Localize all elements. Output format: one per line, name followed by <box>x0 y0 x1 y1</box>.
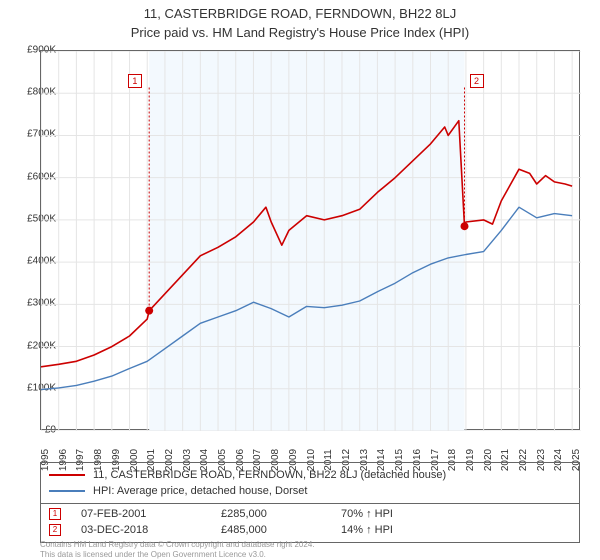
table-row: 2 03-DEC-2018 £485,000 14% ↑ HPI <box>49 522 571 538</box>
sale-delta: 70% ↑ HPI <box>341 508 461 520</box>
title-block: 11, CASTERBRIDGE ROAD, FERNDOWN, BH22 8L… <box>0 0 600 40</box>
sale-marker-icon: 2 <box>49 524 61 536</box>
legend-item: 11, CASTERBRIDGE ROAD, FERNDOWN, BH22 8L… <box>49 467 571 483</box>
legend-label: 11, CASTERBRIDGE ROAD, FERNDOWN, BH22 8L… <box>93 469 446 481</box>
sale-price: £485,000 <box>221 524 341 536</box>
chart-plot-area: 1 2 <box>40 50 580 430</box>
sale-delta: 14% ↑ HPI <box>341 524 461 536</box>
sale-date: 03-DEC-2018 <box>81 524 221 536</box>
credits-line: Contains HM Land Registry data © Crown c… <box>40 540 315 549</box>
sale-date: 07-FEB-2001 <box>81 508 221 520</box>
page-subtitle: Price paid vs. HM Land Registry's House … <box>0 25 600 40</box>
credits-line: This data is licensed under the Open Gov… <box>40 550 266 559</box>
chart-svg <box>41 51 581 431</box>
sale-price: £285,000 <box>221 508 341 520</box>
page-title: 11, CASTERBRIDGE ROAD, FERNDOWN, BH22 8L… <box>0 6 600 21</box>
sale-marker-label-1: 1 <box>128 74 142 88</box>
legend-swatch <box>49 490 85 492</box>
chart-container: 11, CASTERBRIDGE ROAD, FERNDOWN, BH22 8L… <box>0 0 600 560</box>
sales-table: 1 07-FEB-2001 £285,000 70% ↑ HPI 2 03-DE… <box>40 502 580 543</box>
sale-marker-icon: 1 <box>49 508 61 520</box>
legend: 11, CASTERBRIDGE ROAD, FERNDOWN, BH22 8L… <box>40 462 580 504</box>
legend-item: HPI: Average price, detached house, Dors… <box>49 483 571 499</box>
table-row: 1 07-FEB-2001 £285,000 70% ↑ HPI <box>49 506 571 522</box>
credits: Contains HM Land Registry data © Crown c… <box>40 540 315 559</box>
sale-marker-label-2: 2 <box>470 74 484 88</box>
legend-swatch <box>49 474 85 476</box>
legend-label: HPI: Average price, detached house, Dors… <box>93 485 307 497</box>
